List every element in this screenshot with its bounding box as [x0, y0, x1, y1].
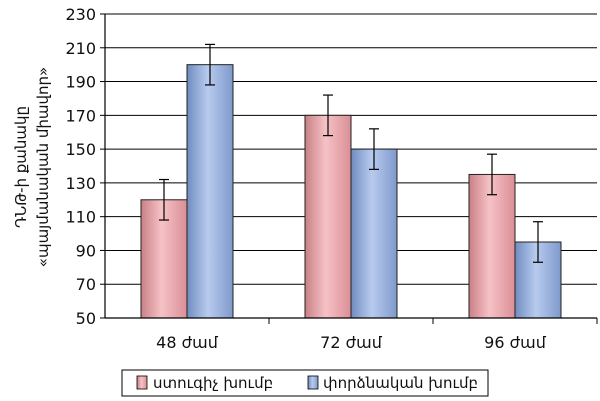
legend: ստուգիչ խումբ փորձնական խումբ	[121, 369, 489, 397]
error-bar	[323, 94, 333, 137]
axes	[100, 13, 598, 324]
error-bar	[533, 221, 543, 263]
x-category-label: 96 ժամ	[484, 333, 547, 352]
legend-label-experimental: փորձնական խումբ	[323, 374, 478, 392]
bar	[468, 173, 516, 319]
bar	[350, 148, 398, 319]
error-bar	[205, 43, 215, 86]
x-category-label: 48 ժամ	[156, 333, 219, 352]
error-bars	[159, 43, 543, 263]
legend-box	[121, 369, 489, 397]
y-tick-label: 170	[65, 106, 96, 125]
y-tick-label: 90	[76, 241, 96, 260]
error-bar	[487, 153, 497, 196]
bar	[304, 114, 352, 319]
legend-swatch-experimental	[307, 375, 319, 390]
y-tick-label: 130	[65, 174, 96, 193]
y-tick-label: 230	[65, 5, 96, 24]
legend-label-control: ստուգիչ խումբ	[153, 374, 273, 392]
y-axis-label-line2: «պայմանական միավոր»	[34, 67, 52, 267]
bar	[186, 64, 234, 319]
y-tick-label: 50	[76, 309, 96, 328]
error-bar	[369, 128, 379, 170]
y-tick-label: 150	[65, 140, 96, 159]
y-axis-label: ԴՆԹ-ի քանակը «պայմանական միավոր»	[12, 67, 52, 267]
y-tick-label: 70	[76, 275, 96, 294]
x-axis-category-labels: 48 ժամ 72 ժամ 96 ժամ	[156, 333, 547, 352]
error-bar	[159, 178, 169, 221]
y-tick-label: 210	[65, 39, 96, 58]
legend-swatch-control	[136, 375, 148, 390]
x-category-label: 72 ժամ	[320, 333, 383, 352]
bars	[140, 64, 562, 319]
y-tick-label: 190	[65, 73, 96, 92]
y-axis-label-line1: ԴՆԹ-ի քանակը	[12, 106, 30, 228]
y-axis-tick-labels: 50 70 90 110 130 150 170 190 210 230	[65, 5, 96, 328]
y-tick-label: 110	[65, 208, 96, 227]
